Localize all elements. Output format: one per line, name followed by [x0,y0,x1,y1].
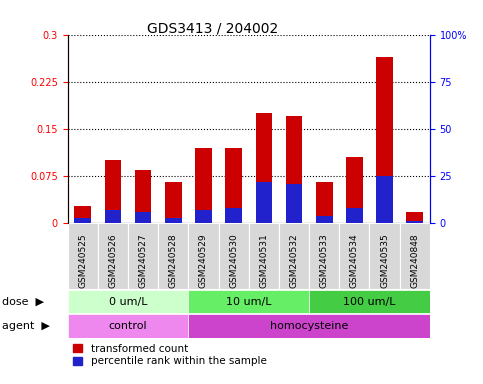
Text: agent  ▶: agent ▶ [2,321,50,331]
Bar [165,218,182,223]
Text: control: control [109,321,147,331]
FancyBboxPatch shape [369,223,400,290]
Bar [346,208,363,223]
FancyBboxPatch shape [249,223,279,290]
FancyBboxPatch shape [68,314,188,338]
Bar [316,182,332,223]
FancyBboxPatch shape [339,223,369,290]
Bar [226,148,242,223]
FancyBboxPatch shape [128,223,158,290]
Bar [256,113,272,223]
Bar [407,222,423,223]
Text: GSM240526: GSM240526 [108,233,117,288]
FancyBboxPatch shape [68,223,98,290]
Bar [105,161,121,223]
FancyBboxPatch shape [279,223,309,290]
Text: GSM240529: GSM240529 [199,233,208,288]
Bar [286,184,302,223]
FancyBboxPatch shape [309,290,430,313]
Bar [195,148,212,223]
Text: dose  ▶: dose ▶ [2,297,44,307]
FancyBboxPatch shape [400,223,430,290]
Bar [376,56,393,223]
Text: GSM240535: GSM240535 [380,233,389,288]
Bar [195,210,212,223]
FancyBboxPatch shape [158,223,188,290]
Bar [346,157,363,223]
FancyBboxPatch shape [309,223,339,290]
Text: homocysteine: homocysteine [270,321,348,331]
FancyBboxPatch shape [188,314,430,338]
Text: GSM240533: GSM240533 [320,233,329,288]
Bar [226,208,242,223]
Bar [316,216,332,223]
Bar [286,116,302,223]
Bar [135,170,151,223]
Text: GSM240848: GSM240848 [410,233,419,288]
Text: GSM240532: GSM240532 [289,233,298,288]
Bar [256,182,272,223]
Bar [376,176,393,223]
Text: GDS3413 / 204002: GDS3413 / 204002 [147,21,278,35]
Bar [74,218,91,223]
Text: GSM240527: GSM240527 [139,233,148,288]
FancyBboxPatch shape [68,290,188,313]
Text: GSM240531: GSM240531 [259,233,269,288]
Bar [165,182,182,223]
FancyBboxPatch shape [98,223,128,290]
Text: GSM240528: GSM240528 [169,233,178,288]
Bar [105,210,121,223]
Bar [74,206,91,223]
Bar [407,212,423,223]
Text: GSM240530: GSM240530 [229,233,238,288]
Text: 10 um/L: 10 um/L [226,297,271,307]
Text: 100 um/L: 100 um/L [343,297,396,307]
Text: GSM240534: GSM240534 [350,233,359,288]
FancyBboxPatch shape [188,223,219,290]
Text: GSM240525: GSM240525 [78,233,87,288]
Text: 0 um/L: 0 um/L [109,297,147,307]
FancyBboxPatch shape [219,223,249,290]
Bar [135,212,151,223]
FancyBboxPatch shape [188,290,309,313]
Legend: transformed count, percentile rank within the sample: transformed count, percentile rank withi… [73,344,267,366]
